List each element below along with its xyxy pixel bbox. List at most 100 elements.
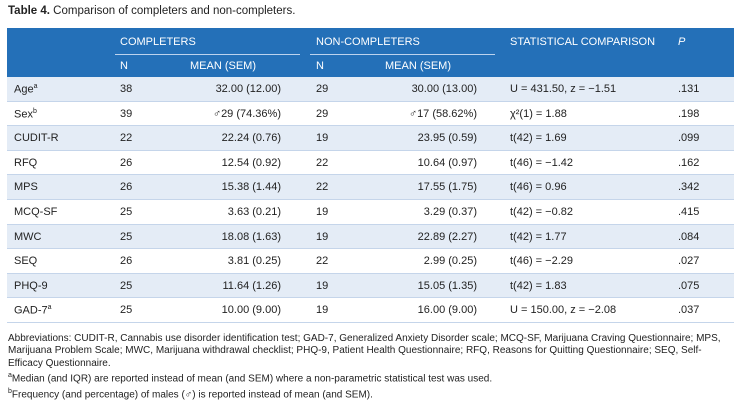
cell: 10.00 (9.00) — [221, 304, 281, 317]
cell: 18.08 (1.63) — [221, 230, 281, 243]
cell: 10.64 (0.97) — [417, 156, 477, 169]
cell: t(42) = 1.69 — [510, 132, 567, 145]
cell: .075 — [678, 279, 700, 292]
row-label: PHQ-9 — [14, 280, 48, 292]
cell: 3.63 (0.21) — [227, 206, 281, 218]
group-header: COMPLETERS — [120, 36, 196, 48]
cell: 26 — [120, 181, 133, 194]
row-background — [7, 298, 734, 323]
cell: .342 — [678, 181, 700, 194]
row-label-text: Age — [14, 83, 34, 96]
footnote-mark: a — [47, 304, 52, 312]
footnote-mark: b — [8, 387, 12, 395]
row-background — [7, 175, 734, 200]
cell: 32.00 (12.00) — [215, 83, 281, 95]
footnote-text: Median (and IQR) are reported instead of… — [11, 373, 493, 385]
cell: 22.89 (2.27) — [417, 230, 477, 243]
cell: .198 — [678, 107, 700, 120]
table-caption: Comparison of completers and non-complet… — [53, 5, 296, 17]
cell: 25 — [120, 230, 133, 243]
row-background — [7, 224, 734, 250]
cell: χ²(1) = 1.88 — [510, 107, 567, 120]
sub-header: MEAN (SEM) — [385, 60, 451, 72]
cell: 11.64 (1.26) — [222, 279, 281, 292]
cell: t(46) = −2.29 — [510, 255, 573, 268]
row-label-text: CUDIT-R — [14, 132, 59, 145]
header-band — [7, 28, 734, 77]
row-label-text: SEQ — [14, 255, 38, 268]
sub-header: MEAN (SEM) — [190, 60, 256, 72]
row-label-text: RFQ — [14, 156, 38, 169]
row-label-text: PHQ-9 — [14, 279, 48, 292]
cell: 25 — [120, 279, 133, 292]
row-label: MCQ-SF — [14, 206, 57, 218]
cell: 38 — [120, 83, 133, 95]
cell: 23.95 (0.59) — [417, 132, 477, 145]
row-background — [7, 126, 734, 151]
row-label: Agea — [14, 83, 37, 96]
cell: 16.00 (9.00) — [417, 304, 477, 317]
cell: .415 — [678, 206, 700, 218]
cell: .084 — [678, 230, 700, 243]
cell: 2.99 (0.25) — [423, 255, 477, 268]
cell: 25 — [120, 304, 133, 317]
row-label: GAD-7a — [14, 304, 52, 317]
cell: t(42) = 1.83 — [510, 279, 567, 292]
cell: .099 — [678, 132, 700, 145]
footnote-text: Frequency (and percentage) of males (♂) … — [11, 389, 373, 401]
cell: 15.38 (1.44) — [221, 181, 281, 194]
cell: .131 — [678, 83, 700, 95]
table-label: Table 4. — [8, 5, 50, 17]
row-label: RFQ — [14, 157, 37, 169]
row-label-text: Sex — [14, 108, 33, 121]
row-background — [7, 101, 734, 127]
cell: 29 — [316, 83, 329, 95]
footnote-mark: b — [32, 107, 37, 115]
cell: 12.54 (0.92) — [221, 156, 281, 169]
cell: ♂29 (74.36%) — [212, 107, 281, 120]
row-background — [7, 249, 734, 274]
footer: Abbreviations: CUDIT-R, Cannabis use dis… — [8, 333, 730, 402]
cell: 22 — [316, 156, 329, 169]
cell: 3.29 (0.37) — [423, 206, 477, 218]
sub-header: N — [316, 60, 324, 72]
row-background — [7, 200, 734, 225]
cell: 25 — [120, 206, 133, 218]
cell: 22.24 (0.76) — [221, 132, 281, 145]
group-header: NON-COMPLETERS — [316, 36, 420, 48]
row-label-text: GAD-7 — [14, 305, 48, 318]
cell: 29 — [316, 107, 329, 120]
cell: 19 — [316, 132, 329, 145]
footnote-mark: a — [8, 372, 12, 380]
cell: 17.55 (1.75) — [417, 181, 477, 194]
cell: 19 — [316, 279, 329, 292]
sub-header: N — [120, 60, 128, 72]
cell: 3.81 (0.25) — [227, 255, 281, 268]
cell: 26 — [120, 156, 133, 169]
group-header: STATISTICAL COMPARISON — [510, 36, 656, 48]
row-label-text: MWC — [14, 230, 42, 243]
cell: U = 431.50, z = −1.51 — [510, 83, 617, 95]
header-rule — [115, 54, 300, 55]
footnote: bFrequency (and percentage) of males (♂)… — [8, 386, 730, 402]
row-label: SEQ — [14, 255, 37, 267]
row-label: MWC — [14, 231, 42, 243]
table-title: Table 4. Comparison of completers and no… — [8, 5, 295, 17]
row-background — [7, 77, 734, 102]
cell: 19 — [316, 304, 329, 317]
cell: t(46) = 0.96 — [510, 181, 567, 194]
cell: .037 — [678, 304, 700, 317]
cell: t(42) = −0.82 — [510, 206, 573, 218]
cell: 22 — [316, 255, 329, 268]
footnote: aMedian (and IQR) are reported instead o… — [8, 370, 730, 386]
footnote-mark: a — [33, 83, 38, 90]
cell: 26 — [120, 255, 133, 268]
cell: ♂17 (58.62%) — [408, 107, 477, 120]
row-label-text: MPS — [14, 181, 38, 194]
cell: 22 — [316, 181, 329, 194]
row-background — [7, 273, 734, 299]
group-header: P — [678, 36, 686, 48]
cell: 39 — [120, 107, 133, 120]
abbreviations: Abbreviations: CUDIT-R, Cannabis use dis… — [8, 333, 721, 369]
